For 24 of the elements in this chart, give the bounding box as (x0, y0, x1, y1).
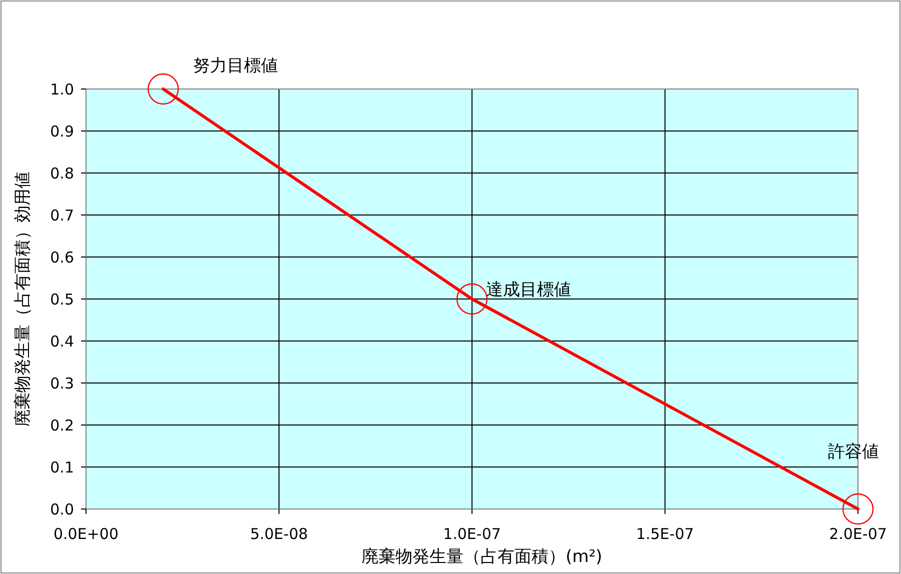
y-tick-label: 0.7 (50, 206, 74, 224)
x-tick-label: 5.0E-08 (250, 525, 308, 543)
y-tick-label: 0.9 (50, 122, 74, 140)
point (842, 493, 874, 525)
y-tick-label: 0.2 (50, 416, 74, 434)
annotation: 努力目標値 (193, 56, 278, 76)
y-tick-label: 0.5 (50, 290, 74, 308)
y-tick-label: 0.8 (50, 164, 74, 182)
y-axis-title: 廃棄物発生量（占有面積）効用値 (13, 172, 33, 426)
annotation: 達成目標値 (486, 280, 571, 300)
y-tick-label: 0.4 (50, 332, 74, 350)
y-tick-label: 0.3 (50, 374, 74, 392)
x-tick-label: 1.0E-07 (443, 525, 501, 543)
x-tick-label: 1.5E-07 (636, 525, 694, 543)
point (456, 283, 488, 315)
x-axis-title: 廃棄物発生量（占有面積）(m²) (362, 547, 602, 567)
y-tick-label: 0.6 (50, 248, 74, 266)
x-tick-label: 2.0E-07 (829, 525, 887, 543)
y-tick-label: 1.0 (50, 80, 74, 98)
point (148, 73, 179, 105)
y-tick-label: 0.0 (50, 500, 74, 518)
annotation: 許容値 (828, 442, 879, 462)
y-tick-label: 0.1 (50, 458, 74, 476)
x-tick-label: 0.0E+00 (54, 525, 118, 543)
